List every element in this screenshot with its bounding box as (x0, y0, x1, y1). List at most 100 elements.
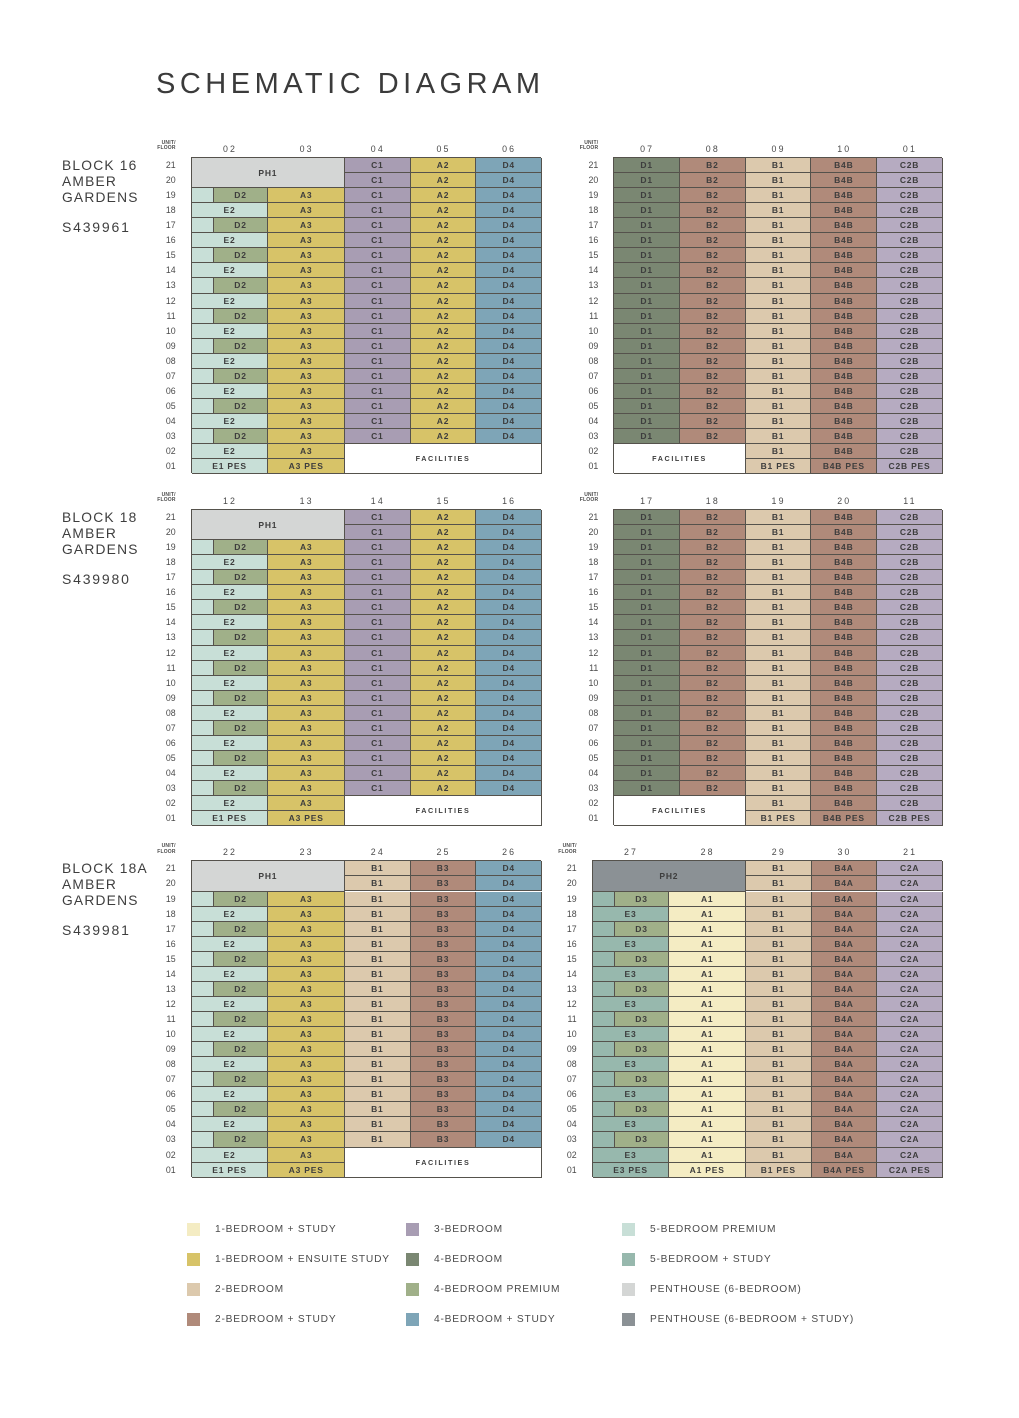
unit-cell-e1-pes: E1 PES (191, 811, 269, 827)
unit-cell-b4b: B4B (811, 600, 878, 616)
unit-cell-c2b: C2B (877, 735, 943, 751)
unit-cell-d1: D1 (614, 338, 681, 354)
unit-cell-b1: B1 (344, 966, 411, 982)
unit-cell-a2: A2 (410, 781, 477, 797)
unit-cell-c2b: C2B (877, 705, 943, 721)
unit-cell-b4b: B4B (811, 158, 878, 174)
unit-cell-b4a: B4A (811, 951, 878, 967)
unit-cell-d4: D4 (476, 600, 542, 616)
unit-cell-a1: A1 (669, 936, 746, 952)
unit-cell-b2: B2 (680, 158, 746, 174)
floor-label: 16 (588, 235, 599, 246)
unit-cell-d4: D4 (476, 218, 542, 234)
unit-cell-e3: E3 (592, 1147, 670, 1163)
stack-grid: UNIT/FLOOR 17 18 19 20 11 21 20 19 18 17 16 15 14 13 12… (580, 492, 943, 827)
unit-cell-c1: C1 (344, 705, 411, 721)
unit-cell-b4b: B4B (811, 293, 878, 309)
floor-label: 20 (165, 527, 176, 538)
column-header: 19 (771, 496, 786, 506)
floor-label: 06 (165, 385, 176, 396)
legend-label: 4-BEDROOM (434, 1253, 503, 1265)
unit-cell-a2: A2 (410, 323, 477, 339)
stack-grid: UNIT/FLOOR 02 03 04 05 06 21 20 19 18 17 16 15 14 13 12… (157, 140, 542, 475)
unit-cell-d1: D1 (614, 158, 681, 174)
unit-cell-b4a: B4A (811, 1132, 878, 1148)
unit-cell-b4a: B4A (811, 1011, 878, 1028)
unit-cell-a3: A3 (268, 690, 345, 706)
unit-cell-d4: D4 (476, 1027, 542, 1043)
legend-swatch (406, 1283, 419, 1296)
floor-label: 20 (588, 175, 599, 186)
floor-label: 07 (165, 722, 176, 733)
unit-floor-header: UNIT/FLOOR (144, 140, 176, 152)
floor-label: 06 (566, 1089, 577, 1100)
unit-cell-d2: D2 (191, 1101, 269, 1118)
unit-cell-a2: A2 (410, 525, 477, 541)
unit-cell-a1: A1 (669, 1027, 746, 1043)
unit-cell-b1: B1 (745, 951, 812, 967)
unit-cell-b4b: B4B (811, 781, 878, 797)
unit-cell-a3: A3 (268, 585, 345, 601)
unit-cell-e1-pes: E1 PES (191, 459, 269, 475)
unit-cell-c1: C1 (344, 293, 411, 309)
unit-cell-a2: A2 (410, 368, 477, 384)
stack-grid: UNIT/FLOOR 12 13 14 15 16 21 20 19 18 17 16 15 14 13 12… (157, 492, 542, 827)
unit-cell-b2: B2 (680, 690, 746, 706)
unit-cell-b3: B3 (410, 1102, 477, 1118)
floor-label: 10 (588, 677, 599, 688)
unit-cell-b4b: B4B (811, 233, 878, 249)
legend-swatch (187, 1313, 200, 1326)
column-header: 11 (903, 496, 917, 506)
unit-cell-b4a: B4A (811, 1042, 878, 1058)
unit-cell-b1: B1 (745, 600, 812, 616)
unit-cell-b1: B1 (745, 383, 812, 399)
unit-cell-b3: B3 (410, 1087, 477, 1103)
unit-cell-c1: C1 (344, 555, 411, 571)
unit-cell-c2a: C2A (877, 906, 943, 922)
unit-cell-b1: B1 (344, 876, 411, 892)
floor-label: 12 (165, 647, 176, 658)
unit-cell-a2: A2 (410, 555, 477, 571)
unit-cell-d4: D4 (476, 368, 542, 384)
legend-swatch (187, 1253, 200, 1266)
unit-cell-b1: B1 (745, 690, 812, 706)
stack-grid: UNIT/FLOOR 22 23 24 25 26 21 20 19 18 17 16 15 14 13 12… (157, 844, 542, 1178)
unit-cell-d2: D2 (191, 890, 269, 907)
block-label: BLOCK 18A AMBER GARDENS S439981 (62, 861, 148, 938)
unit-floor-line1: UNIT/ (161, 492, 176, 498)
unit-cell-a1: A1 (669, 981, 746, 997)
unit-cell-d2: D2 (191, 217, 269, 234)
legend-label: PENTHOUSE (6-BEDROOM + STUDY) (650, 1313, 855, 1325)
unit-cell-d2: D2 (191, 539, 269, 556)
unit-cell-c2b: C2B (877, 173, 943, 189)
floor-label: 09 (588, 340, 599, 351)
unit-inset-cell-d2: D2 (212, 187, 269, 204)
unit-cell-c1: C1 (344, 540, 411, 556)
unit-cell-e2: E2 (191, 906, 269, 922)
unit-inset-cell-d2: D2 (212, 980, 269, 997)
column-header: 28 (700, 847, 715, 858)
unit-cell-b1: B1 (745, 750, 812, 766)
floor-label: 07 (588, 370, 599, 381)
floor-label: 21 (165, 512, 176, 522)
unit-cell-c2a: C2A (877, 1102, 943, 1118)
unit-inset-cell-d2: D2 (212, 1010, 269, 1028)
unit-cell-b1: B1 (745, 645, 812, 661)
column-header: 26 (502, 847, 517, 858)
unit-cell-c1: C1 (344, 233, 411, 249)
unit-cell-d4: D4 (476, 891, 542, 907)
unit-cell-b4b: B4B (811, 263, 878, 279)
unit-inset-cell-d2: D2 (212, 1101, 269, 1118)
unit-cell-b3: B3 (410, 921, 477, 937)
unit-cell-a2: A2 (410, 690, 477, 706)
unit-cell-c2b: C2B (877, 645, 943, 661)
floor-label: 14 (588, 617, 599, 628)
unit-cell-d4: D4 (476, 951, 542, 967)
unit-cell-a3-pes: A3 PES (268, 1162, 345, 1178)
unit-cell-a3: A3 (268, 248, 345, 264)
unit-cell-a3: A3 (268, 705, 345, 721)
unit-cell-a1: A1 (669, 996, 746, 1012)
floor-label: 03 (566, 1134, 577, 1145)
unit-cell-d1: D1 (614, 203, 681, 219)
unit-cell-b2: B2 (680, 173, 746, 189)
